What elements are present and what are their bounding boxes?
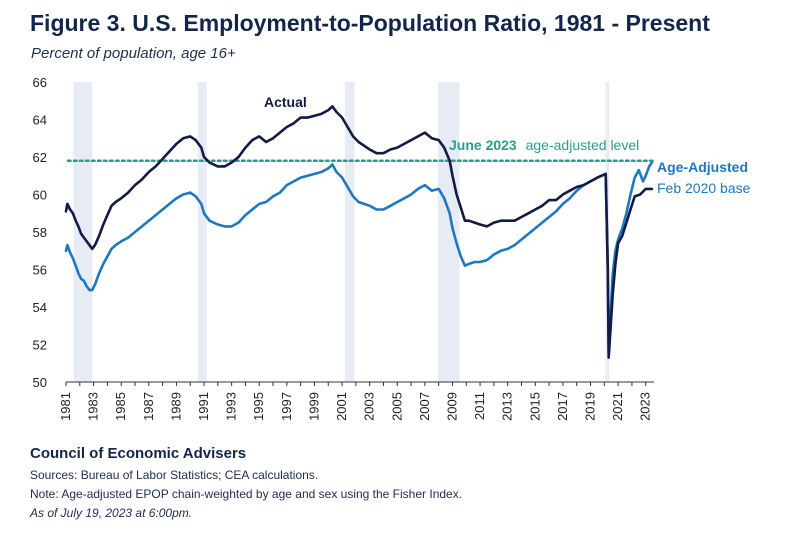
x-tick-label: 1999 — [306, 392, 321, 421]
x-tick-label: 1981 — [58, 392, 73, 421]
x-tick-labels: 1981 1983 1985 1987 1989 1991 1993 1995 1997 1999… — [58, 392, 653, 421]
x-tick-label: 2005 — [389, 392, 404, 421]
footer-asof: As of July 19, 2023 at 6:00pm. — [30, 506, 193, 520]
series-line-age-adjusted — [64, 161, 654, 356]
x-tick-label: 1991 — [196, 392, 211, 421]
recession-band — [197, 82, 207, 382]
chart-subtitle: Percent of population, age 16+ — [31, 45, 236, 62]
recession-band — [73, 82, 93, 382]
x-tick-label: 2007 — [417, 392, 432, 421]
x-tick-label: 2021 — [610, 392, 625, 421]
x-tick-label: 1997 — [279, 392, 294, 421]
x-tick-label: 2001 — [334, 392, 349, 421]
x-tick-label: 2015 — [527, 392, 542, 421]
x-tick-label: 2017 — [555, 392, 570, 421]
series-line-actual — [64, 105, 654, 359]
y-tick-labels: 50 52 54 56 58 60 62 64 66 — [33, 75, 47, 390]
x-tick-label: 2011 — [472, 392, 487, 420]
footer: Council of Economic Advisers Sources: Bu… — [30, 445, 462, 523]
x-tick-label: 1983 — [86, 392, 101, 421]
page-title: Figure 3. U.S. Employment-to-Population … — [30, 10, 710, 36]
x-tick-label: 1995 — [251, 392, 266, 421]
y-tick-label: 62 — [33, 150, 47, 165]
x-tick-label: 1987 — [141, 392, 156, 421]
footer-note: Note: Age-adjusted EPOP chain-weighted b… — [30, 487, 463, 501]
age-adjusted-label: Age-Adjusted — [657, 159, 748, 175]
actual-label: Actual — [264, 94, 307, 110]
age-adjusted-sublabel: Feb 2020 base — [657, 180, 751, 196]
x-tick-label: 2013 — [500, 392, 515, 421]
reference-label-rest: age-adjusted level — [526, 137, 640, 153]
y-tick-label: 60 — [33, 188, 47, 203]
y-tick-label: 56 — [33, 263, 47, 278]
reference-label: June 2023 age-adjusted level — [449, 137, 639, 153]
y-tick-label: 50 — [33, 375, 47, 390]
x-tick-marks — [65, 382, 647, 386]
footer-sources: Sources: Bureau of Labor Statistics; CEA… — [30, 468, 319, 482]
recession-band — [344, 82, 355, 382]
y-tick-label: 54 — [33, 300, 47, 315]
reference-label-bold: June 2023 — [449, 137, 517, 153]
x-tick-label: 1993 — [224, 392, 239, 421]
x-tick-label: 1989 — [168, 392, 183, 421]
x-tick-label: 2019 — [583, 392, 598, 421]
y-tick-label: 66 — [33, 75, 47, 90]
y-tick-label: 52 — [33, 338, 47, 353]
x-tick-label: 1985 — [113, 392, 128, 421]
y-tick-label: 64 — [33, 113, 47, 128]
x-tick-label: 2023 — [638, 392, 653, 421]
y-tick-label: 58 — [33, 225, 47, 240]
x-tick-label: 2003 — [362, 392, 377, 421]
footer-org: Council of Economic Advisers — [30, 445, 247, 462]
x-tick-label: 2009 — [444, 392, 459, 421]
recession-band — [437, 82, 460, 382]
